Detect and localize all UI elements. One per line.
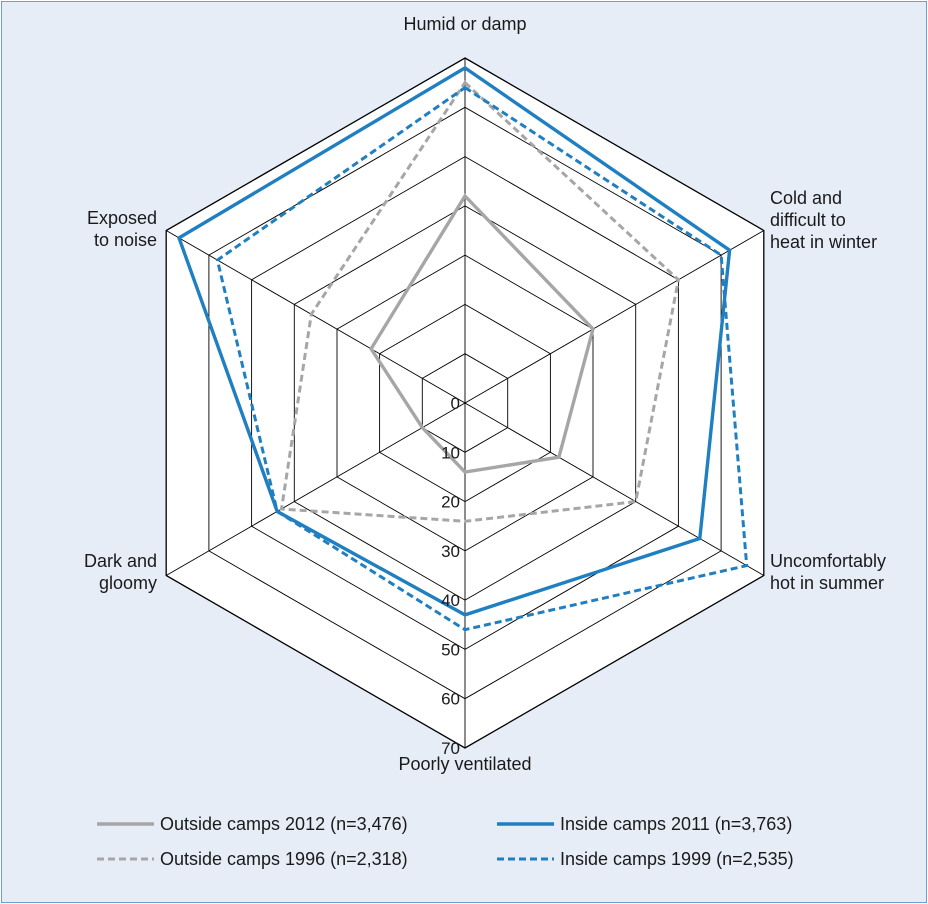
axis-labels: Humid or damp Cold and difficult to heat in… (84, 14, 886, 774)
series-line (176, 65, 732, 617)
series-line (369, 193, 595, 474)
tick-label: 60 (441, 690, 460, 709)
legend-label: Outside camps 2012 (n=3,476) (160, 814, 408, 834)
axis-label: Uncomfortably hot in summer (770, 551, 886, 593)
grid-spoke (165, 402, 466, 576)
series-line (215, 85, 749, 632)
legend-label: Outside camps 1996 (n=2,318) (160, 849, 408, 869)
axis-label: Exposed to noise (87, 208, 157, 250)
series-line (279, 80, 681, 523)
axis-label: Cold and difficult to heat in winter (770, 188, 877, 252)
axis-label: Poorly ventilated (398, 754, 531, 774)
legend-label: Inside camps 2011 (n=3,763) (560, 814, 792, 834)
tick-label: 40 (441, 591, 460, 610)
tick-label: 30 (441, 542, 460, 561)
axis-label: Dark and gloomy (84, 551, 157, 593)
grid-spoke (464, 402, 765, 576)
tick-label: 50 (441, 640, 460, 659)
legend: Outside camps 2012 (n=3,476) Outside camp… (97, 814, 794, 869)
tick-labels: 0 10 20 30 40 50 60 70 (441, 394, 460, 758)
tick-label: 0 (451, 394, 460, 413)
tick-label: 20 (441, 493, 460, 512)
axis-label: Humid or damp (403, 14, 526, 34)
radar-grid (165, 57, 765, 749)
series-layer (176, 65, 749, 632)
grid-spoke (464, 230, 765, 404)
tick-label: 70 (441, 739, 460, 758)
legend-label: Inside camps 1999 (n=2,535) (560, 849, 794, 869)
tick-label: 10 (441, 443, 460, 462)
